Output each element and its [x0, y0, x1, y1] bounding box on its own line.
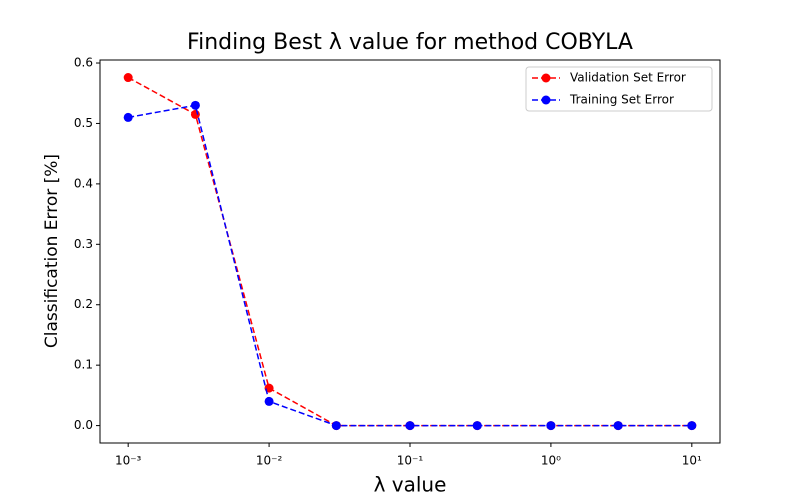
y-tick-label: 0.5 — [74, 116, 93, 130]
data-point — [546, 421, 556, 431]
legend-box — [525, 66, 713, 112]
series-line — [127, 76, 692, 427]
data-point — [123, 73, 133, 83]
legend-label: Training Set Error — [569, 93, 674, 107]
series-line — [128, 104, 692, 427]
y-tick-label: 0.2 — [74, 297, 93, 311]
data-point — [405, 421, 415, 431]
data-point — [264, 396, 274, 406]
legend-marker — [541, 95, 551, 105]
y-axis-label: Classification Error [%] — [42, 154, 62, 348]
chart-title: Finding Best λ value for method COBYLA — [187, 30, 633, 55]
x-tick-label: 10⁻³ — [115, 454, 142, 468]
data-point — [613, 421, 623, 431]
legend-label: Validation Set Error — [570, 71, 686, 85]
x-tick-label: 10⁻² — [256, 454, 283, 468]
legend-marker — [541, 73, 551, 83]
x-tick-label: 10¹ — [682, 454, 702, 468]
data-point — [190, 109, 200, 119]
data-point — [687, 421, 697, 431]
plot-frame — [99, 59, 721, 444]
x-tick-label: 10⁰ — [541, 454, 561, 468]
y-tick-label: 0.4 — [74, 176, 93, 190]
y-tick-label: 0.1 — [74, 358, 93, 372]
y-tick-label: 0.6 — [74, 56, 93, 70]
x-tick-label: 10⁻¹ — [397, 454, 424, 468]
y-tick-label: 0.3 — [74, 237, 93, 251]
data-point — [472, 421, 482, 431]
y-tick-label: 0.0 — [74, 418, 93, 432]
data-point — [123, 112, 133, 122]
data-point — [331, 421, 341, 431]
data-point — [190, 100, 200, 110]
x-axis-label: λ value — [374, 473, 447, 497]
